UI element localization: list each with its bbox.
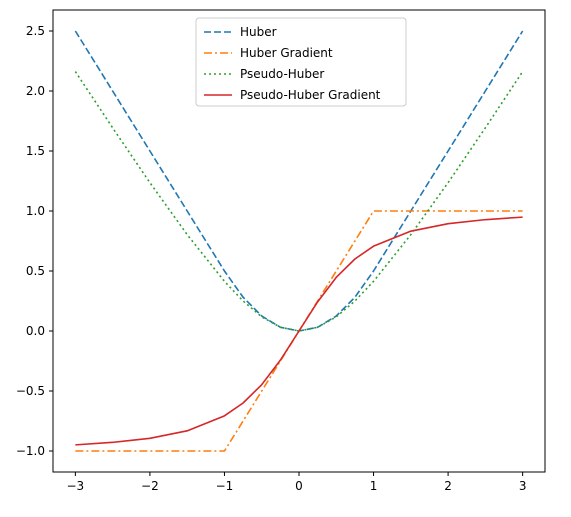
legend-label: Huber [240,25,277,39]
x-tick-label: −2 [141,479,159,493]
legend: Huber Huber Gradient Pseudo-Huber Pseudo-Hu… [195,17,407,107]
y-tick-label: 0.0 [26,324,45,338]
y-tick-label: 1.0 [26,204,45,218]
y-tick-label: 0.5 [26,264,45,278]
x-tick-label: 3 [519,479,527,493]
x-axis: −3 −2 −1 0 1 2 3 [67,472,527,493]
series-layer [74,30,524,452]
series-line-4 [75,216,523,446]
legend-label: Huber Gradient [240,46,333,60]
y-tick-label: 2.5 [26,24,45,38]
y-tick-label: 1.5 [26,144,45,158]
series-line-3 [74,71,524,332]
legend-label: Pseudo-Huber [240,67,324,81]
y-tick-label: −0.5 [16,384,45,398]
x-tick-label: 2 [444,479,452,493]
y-tick-label: 2.0 [26,84,45,98]
y-tick-label: −1.0 [16,444,45,458]
y-axis: −1.0 −0.5 0.0 0.5 1.0 1.5 2.0 2.5 [16,24,53,458]
x-tick-label: −3 [67,479,85,493]
x-tick-label: 1 [370,479,378,493]
x-tick-label: 0 [295,479,303,493]
legend-box [195,17,407,107]
x-tick-label: −1 [216,479,234,493]
legend-label: Pseudo-Huber Gradient [240,88,381,102]
